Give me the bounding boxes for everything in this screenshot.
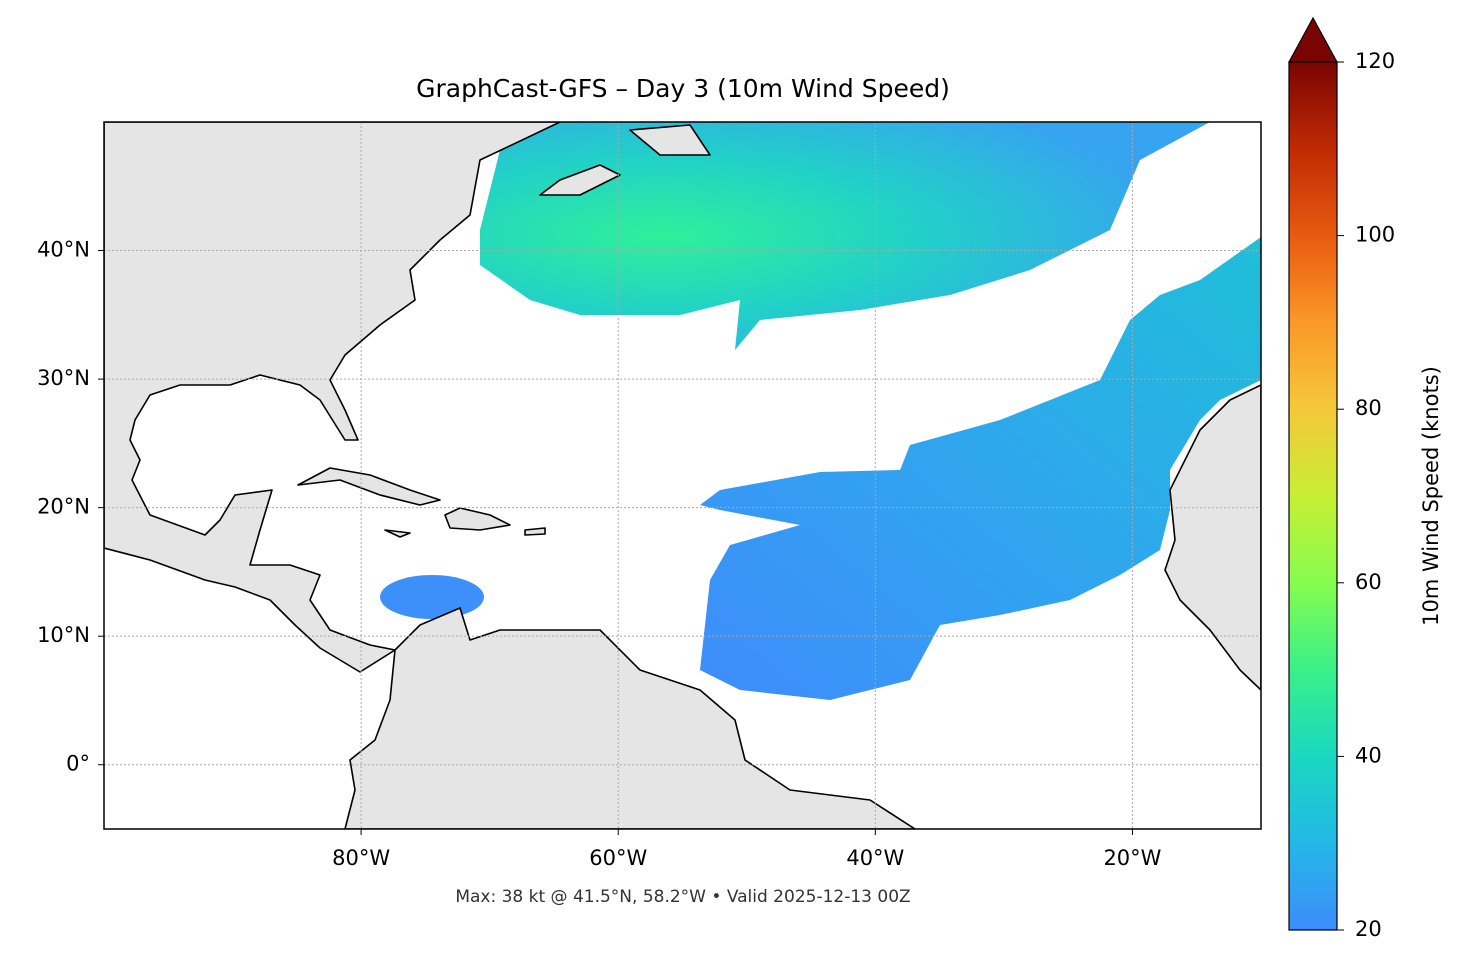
colorbar-label: 10m Wind Speed (knots) bbox=[1419, 366, 1443, 626]
y-tick-label: 0° bbox=[66, 752, 90, 776]
colorbar bbox=[1288, 61, 1338, 931]
graticule bbox=[104, 122, 1261, 829]
y-tick-label: 10°N bbox=[37, 623, 90, 647]
x-tick-label: 40°W bbox=[846, 846, 904, 870]
x-tick-label: 60°W bbox=[589, 846, 647, 870]
y-tick-label: 20°N bbox=[37, 495, 90, 519]
colorbar-tick-label: 40 bbox=[1355, 743, 1382, 767]
colorbar-tick-label: 120 bbox=[1355, 49, 1395, 73]
colorbar-extend bbox=[1287, 16, 1339, 63]
jamaica bbox=[384, 529, 411, 538]
map-frame bbox=[103, 121, 1262, 830]
south-america bbox=[344, 607, 916, 829]
cuba bbox=[297, 467, 441, 506]
north-america bbox=[104, 122, 561, 673]
puerto-rico bbox=[524, 527, 546, 536]
map-area bbox=[104, 122, 1261, 829]
colorbar-tick-label: 80 bbox=[1355, 396, 1382, 420]
newfoundland bbox=[629, 124, 711, 156]
y-tick-label: 40°N bbox=[37, 238, 90, 262]
nova-scotia bbox=[539, 164, 621, 196]
footer-note: Max: 38 kt @ 41.5°N, 58.2°W • Valid 2025… bbox=[455, 887, 910, 907]
y-tick-label: 30°N bbox=[37, 366, 90, 390]
wind-field bbox=[480, 122, 1210, 350]
africa bbox=[1164, 384, 1261, 691]
x-tick-label: 80°W bbox=[332, 846, 390, 870]
hispaniola bbox=[444, 507, 511, 531]
wind-field bbox=[380, 575, 484, 619]
map-title: GraphCast-GFS – Day 3 (10m Wind Speed) bbox=[416, 74, 950, 103]
wind-field bbox=[700, 237, 1261, 700]
colorbar-tick-label: 100 bbox=[1355, 223, 1395, 247]
colorbar-tick-label: 20 bbox=[1355, 917, 1382, 941]
colorbar-tick-label: 60 bbox=[1355, 570, 1382, 594]
x-tick-label: 20°W bbox=[1103, 846, 1161, 870]
